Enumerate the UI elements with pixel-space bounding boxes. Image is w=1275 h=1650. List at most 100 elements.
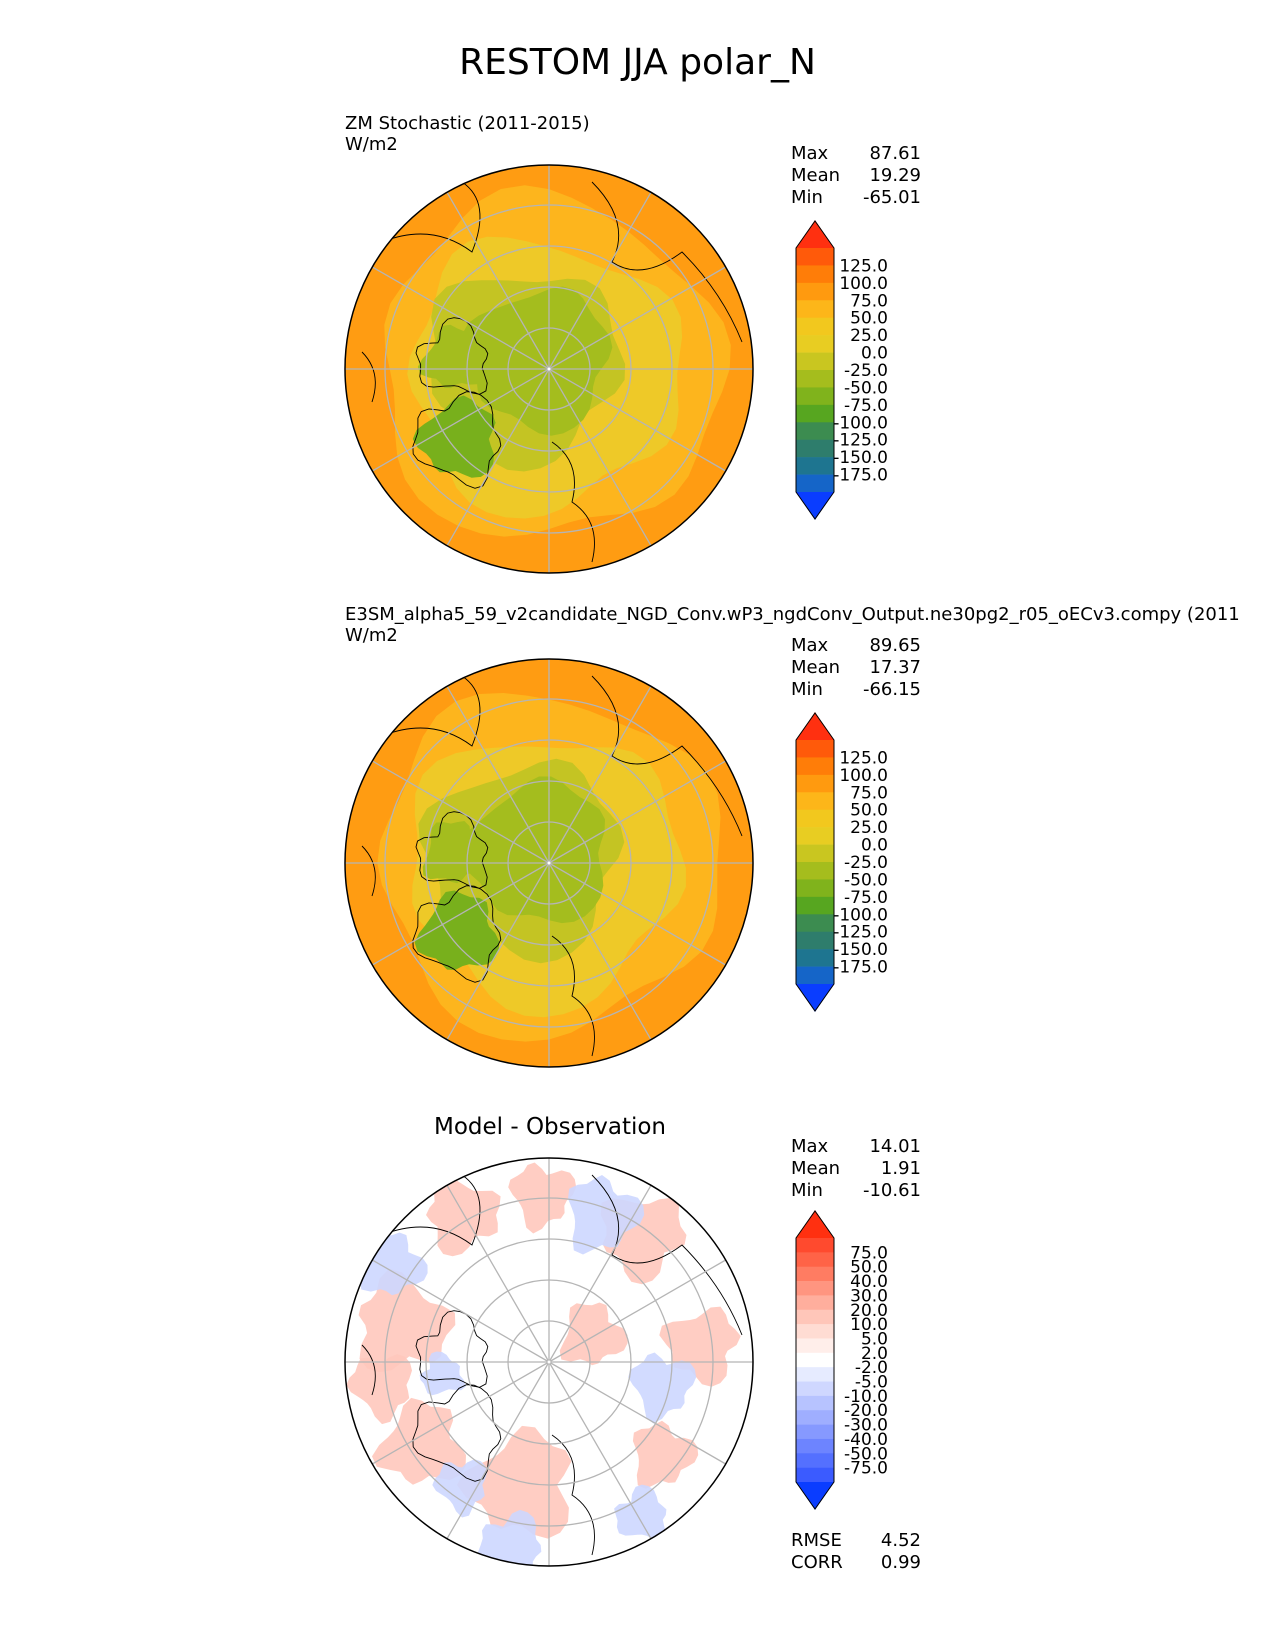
colorbar-tick-label: 20.0 — [850, 1301, 888, 1321]
coastline-archipelago — [415, 1310, 489, 1388]
colorbar-extend-max — [796, 220, 834, 248]
figure-title: RESTOM JJA polar_N — [459, 42, 816, 83]
meridian-line — [446, 368, 550, 546]
polar-map — [344, 164, 754, 574]
colorbar-segment — [796, 1410, 834, 1425]
colorbar-segment — [796, 422, 834, 441]
colorbar-tick-label: 2.0 — [861, 1344, 888, 1364]
colorbar-tick-label: 0.0 — [861, 836, 888, 856]
colorbar-segment — [796, 352, 834, 371]
colorbar-tick-label: 75.0 — [850, 291, 888, 311]
colorbar-tick-label: 30.0 — [850, 1286, 888, 1306]
min-label: Min — [791, 1180, 823, 1201]
coastline-asia — [591, 181, 743, 343]
colorbar-outline — [795, 1210, 835, 1510]
colorbar-segment — [796, 949, 834, 967]
meridian-line — [372, 266, 550, 370]
colorbar-extend-max — [796, 712, 834, 740]
coastline-archipelago — [415, 317, 489, 395]
colorbar-segment — [796, 862, 834, 880]
meridian-line — [372, 368, 550, 472]
colorbar-segment — [796, 774, 834, 793]
colorbar-tick-label: 5.0 — [861, 1329, 888, 1349]
meridian-line — [548, 862, 726, 966]
colorbar-tick-label: -75.0 — [844, 396, 888, 416]
colorbar-tick-label: 100.0 — [839, 274, 888, 294]
diff-positive-patch — [346, 1354, 412, 1425]
pole-marker — [547, 367, 551, 371]
panel-units: W/m2 — [345, 134, 398, 155]
colorbar-tick-label: -5.0 — [855, 1373, 888, 1393]
colorbar-extend-min — [796, 984, 834, 1012]
map-boundary — [344, 1157, 754, 1567]
metrics-box: RMSE 4.52 CORR 0.99 — [791, 1530, 921, 1574]
colorbar-segment — [796, 1467, 834, 1483]
field-band-archipelago — [417, 324, 487, 389]
colorbar-segment — [796, 265, 834, 284]
mean-value: 19.29 — [869, 165, 921, 186]
colorbar-segment — [796, 827, 834, 845]
colorbar-tick-label: -100.0 — [833, 905, 888, 925]
corr-label: CORR — [791, 1552, 843, 1573]
colorbar-tick-label: 50.0 — [850, 309, 888, 329]
colorbar-tick-label: 100.0 — [839, 766, 888, 786]
colorbar-tick-label: -10.0 — [844, 1387, 888, 1407]
panel-test: ZM Stochastic (2011-2015) W/m2 Max 87.61 … — [0, 0, 1275, 574]
colorbar-segment — [796, 404, 834, 423]
colorbar-tick-label: 0.0 — [861, 344, 888, 364]
colorbar-tick-label: -75.0 — [844, 1459, 888, 1479]
colorbar-segment — [796, 370, 834, 388]
colorbar-segment — [796, 896, 834, 915]
coastline-scandinavia — [551, 1434, 595, 1556]
colorbar-tick-label: -2.0 — [855, 1358, 888, 1378]
colorbar-segment — [796, 387, 834, 406]
coastline-north-america — [381, 675, 481, 747]
meridian-line — [548, 368, 726, 472]
coastline-north-america — [381, 181, 481, 253]
colorbar-segment — [796, 1309, 834, 1325]
pole-marker — [547, 861, 551, 865]
colorbar-segment — [796, 1352, 834, 1368]
colorbar-tick-label: 125.0 — [839, 748, 888, 768]
colorbar-tick-label: -40.0 — [844, 1430, 888, 1450]
meridian-line — [548, 686, 652, 864]
colorbar-outline — [795, 712, 835, 1012]
mean-value: 1.91 — [880, 1158, 921, 1179]
max-label: Max — [791, 1136, 829, 1157]
max-value: 87.61 — [869, 143, 921, 164]
rmse-label: RMSE — [791, 1530, 842, 1551]
colorbar-tick-label: 25.0 — [850, 818, 888, 838]
colorbar-tick-label: 10.0 — [850, 1315, 888, 1335]
coastline-greenland — [412, 391, 502, 489]
colorbar-segment — [796, 1367, 834, 1382]
colorbar-tick-label: -175.0 — [833, 466, 888, 486]
colorbar-tick-label: 125.0 — [839, 256, 888, 276]
diff-negative-patch — [432, 1459, 487, 1518]
min-value: -10.61 — [862, 1180, 921, 1201]
mean-label: Mean — [791, 165, 841, 186]
min-label: Min — [791, 679, 823, 700]
stats-box: Max 14.01 Mean 1.91 Min -10.61 — [791, 1136, 921, 1202]
colorbar-segment — [796, 335, 834, 353]
meridian-line — [548, 1259, 726, 1363]
meridian-line — [446, 862, 550, 1040]
colorbar-segment — [796, 457, 834, 475]
max-label: Max — [791, 635, 829, 656]
colorbar-tick-label: -150.0 — [833, 448, 888, 468]
field-band-greenland — [412, 395, 496, 478]
diff-negative-patch — [614, 1484, 667, 1541]
colorbar-tick-label: -125.0 — [833, 923, 888, 943]
diff-positive-patch — [358, 1268, 456, 1373]
colorbar-tick-label: -25.0 — [844, 361, 888, 381]
coastline-asia — [591, 1174, 743, 1336]
colorbar-difference: 75.050.040.030.020.010.05.02.0-2.0-5.0-1… — [795, 1210, 888, 1510]
colorbar-extend-min — [796, 1482, 834, 1510]
colorbar-tick-label: 50.0 — [850, 1258, 888, 1278]
meridian-line — [372, 1361, 550, 1465]
coastline-archipelago — [415, 811, 489, 889]
min-value: -66.15 — [862, 679, 921, 700]
colorbar-segment — [796, 1338, 834, 1354]
coastlines — [361, 181, 743, 563]
max-label: Max — [791, 143, 829, 164]
diff-positive-patch — [559, 1302, 628, 1366]
